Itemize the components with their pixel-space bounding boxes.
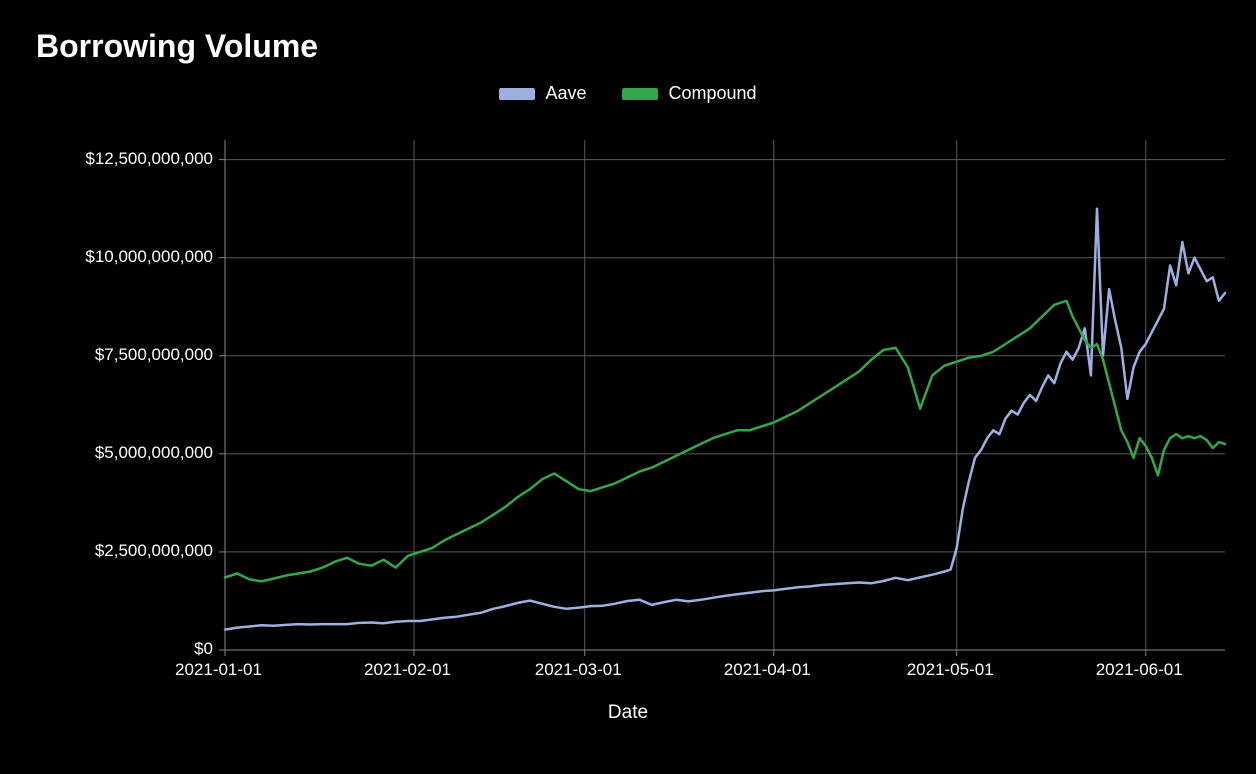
series-compound [225,301,1225,582]
x-tick-label: 2021-06-01 [1096,660,1206,680]
y-tick-label: $0 [0,639,213,659]
x-tick-label: 2021-05-01 [907,660,1017,680]
y-tick-label: $12,500,000,000 [0,149,213,169]
y-tick-label: $2,500,000,000 [0,541,213,561]
x-tick-label: 2021-01-01 [175,660,285,680]
x-axis-title: Date [0,702,1256,724]
x-tick-label: 2021-02-01 [364,660,474,680]
series-aave [225,209,1225,630]
x-tick-label: 2021-04-01 [724,660,834,680]
y-tick-label: $5,000,000,000 [0,443,213,463]
y-tick-label: $7,500,000,000 [0,345,213,365]
y-tick-label: $10,000,000,000 [0,247,213,267]
chart-container: Borrowing Volume Aave Compound $0$2,500,… [0,0,1256,774]
x-tick-label: 2021-03-01 [535,660,645,680]
